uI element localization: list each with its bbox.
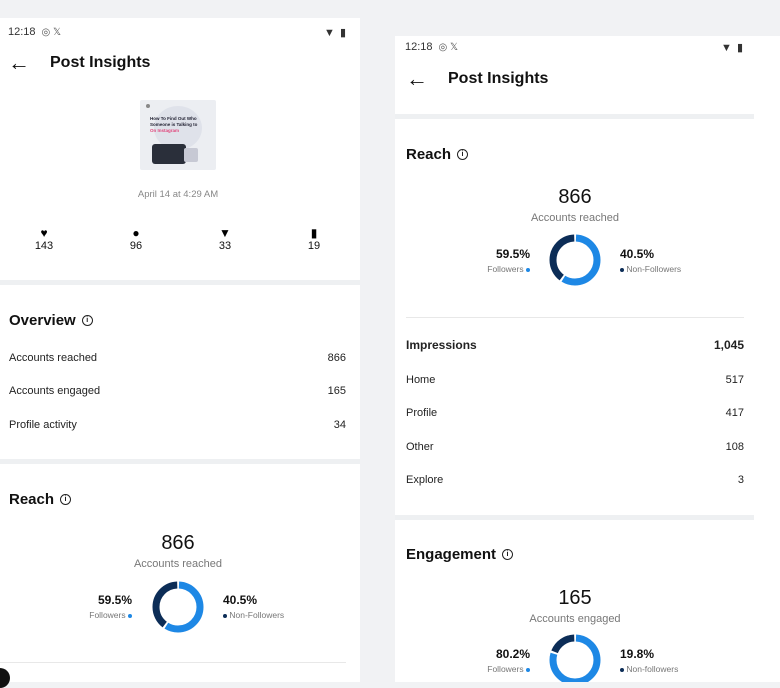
system-icons: ▼ ▮: [721, 42, 744, 54]
engagement-donut-chart: [549, 634, 601, 682]
non-followers-label: Non-Followers: [223, 610, 284, 620]
reach-total: 866: [161, 532, 195, 554]
thumbnail-text: How To Find Out Who Someone is Talking t…: [150, 116, 198, 133]
status-app-icons: ◎ 𝕏: [41, 26, 62, 38]
status-bar: 12:18 ◎ 𝕏: [405, 41, 458, 53]
back-arrow-icon[interactable]: ←: [406, 66, 428, 91]
header: ← Post Insights: [406, 68, 548, 90]
comment-icon: ●: [132, 226, 140, 240]
reach-donut-chart: [549, 234, 601, 286]
overview-row[interactable]: Accounts reached 866: [9, 352, 346, 364]
non-followers-arc: [152, 581, 204, 633]
divider: [0, 459, 360, 464]
engagement-total: 165: [558, 587, 592, 609]
stat-likes: ♥ 143: [24, 226, 64, 252]
non-followers-percent: 40.5%: [620, 247, 655, 261]
info-icon[interactable]: i: [457, 149, 469, 160]
followers-dot-icon: [128, 613, 132, 618]
divider: [395, 114, 754, 119]
info-icon[interactable]: i: [502, 549, 514, 560]
divider: [0, 662, 346, 663]
followers-label: Followers: [487, 664, 530, 674]
status-time: 12:18: [405, 41, 433, 53]
reach-total-label: Accounts reached: [530, 212, 620, 224]
followers-arc: [549, 234, 601, 286]
non-followers-dot-icon: [620, 667, 624, 672]
post-thumbnail[interactable]: How To Find Out Who Someone is Talking t…: [140, 100, 216, 170]
info-icon[interactable]: i: [60, 494, 72, 505]
engagement-total-label: Accounts engaged: [529, 613, 621, 625]
stat-comments: ● 96: [116, 226, 156, 252]
share-icon: ▼: [219, 226, 231, 240]
status-bar: 12:18 ◎ 𝕏: [8, 26, 61, 38]
system-icons: ▼ ▮: [324, 27, 347, 39]
followers-dot-icon: [526, 667, 530, 672]
non-followers-arc: [549, 234, 601, 286]
reach-total-label: Accounts reached: [133, 558, 223, 570]
left-screen: 12:18 ◎ 𝕏 ▼ ▮ ← Post Insights How To Fin…: [0, 18, 360, 682]
followers-label: Followers: [89, 610, 132, 620]
back-arrow-icon[interactable]: ←: [8, 50, 30, 75]
reach-heading: Reach i: [406, 146, 469, 163]
non-followers-dot-icon: [223, 613, 227, 618]
status-app-icons: ◎ 𝕏: [438, 41, 459, 53]
right-screen: 12:18 ◎ 𝕏 ▼ ▮ ← Post Insights Reach i 86…: [395, 36, 780, 682]
impressions-row[interactable]: Other 108: [406, 441, 744, 453]
non-followers-percent: 40.5%: [223, 593, 258, 607]
impressions-row[interactable]: Explore 3: [406, 474, 744, 486]
followers-percent: 80.2%: [495, 647, 530, 661]
followers-dot-icon: [526, 267, 530, 272]
followers-percent: 59.5%: [97, 593, 132, 607]
non-followers-dot-icon: [620, 267, 624, 272]
followers-arc: [152, 581, 204, 633]
divider: [395, 515, 754, 520]
engagement-heading: Engagement i: [406, 546, 514, 563]
impressions-total-row[interactable]: Impressions 1,045: [406, 338, 744, 352]
stat-shares: ▼ 33: [205, 226, 245, 252]
info-icon[interactable]: i: [81, 315, 93, 326]
reach-heading: Reach i: [9, 491, 72, 508]
followers-percent: 59.5%: [495, 247, 530, 261]
page-title: Post Insights: [50, 54, 151, 71]
followers-arc: [549, 634, 601, 682]
page-title: Post Insights: [448, 70, 549, 87]
status-time: 12:18: [8, 26, 36, 38]
overlay-corner-icon: [0, 668, 10, 688]
followers-label: Followers: [487, 264, 530, 274]
non-followers-label: Non-followers: [620, 664, 678, 674]
impressions-row[interactable]: Home 517: [406, 374, 744, 386]
divider: [0, 280, 360, 285]
header: ← Post Insights: [8, 52, 150, 74]
impressions-row[interactable]: Profile 417: [406, 407, 744, 419]
reach-total: 866: [558, 186, 592, 208]
post-date: April 14 at 4:29 AM: [137, 189, 219, 200]
bookmark-icon: ▮: [310, 226, 318, 240]
overview-row[interactable]: Accounts engaged 165: [9, 385, 346, 397]
reach-donut-chart: [152, 581, 204, 633]
stat-saves: ▮ 19: [294, 226, 334, 252]
overview-heading: Overview i: [9, 312, 93, 329]
non-followers-label: Non-Followers: [620, 264, 681, 274]
overview-row[interactable]: Profile activity 34: [9, 419, 346, 431]
heart-icon: ♥: [40, 226, 48, 240]
non-followers-percent: 19.8%: [620, 647, 655, 661]
divider: [406, 317, 744, 318]
